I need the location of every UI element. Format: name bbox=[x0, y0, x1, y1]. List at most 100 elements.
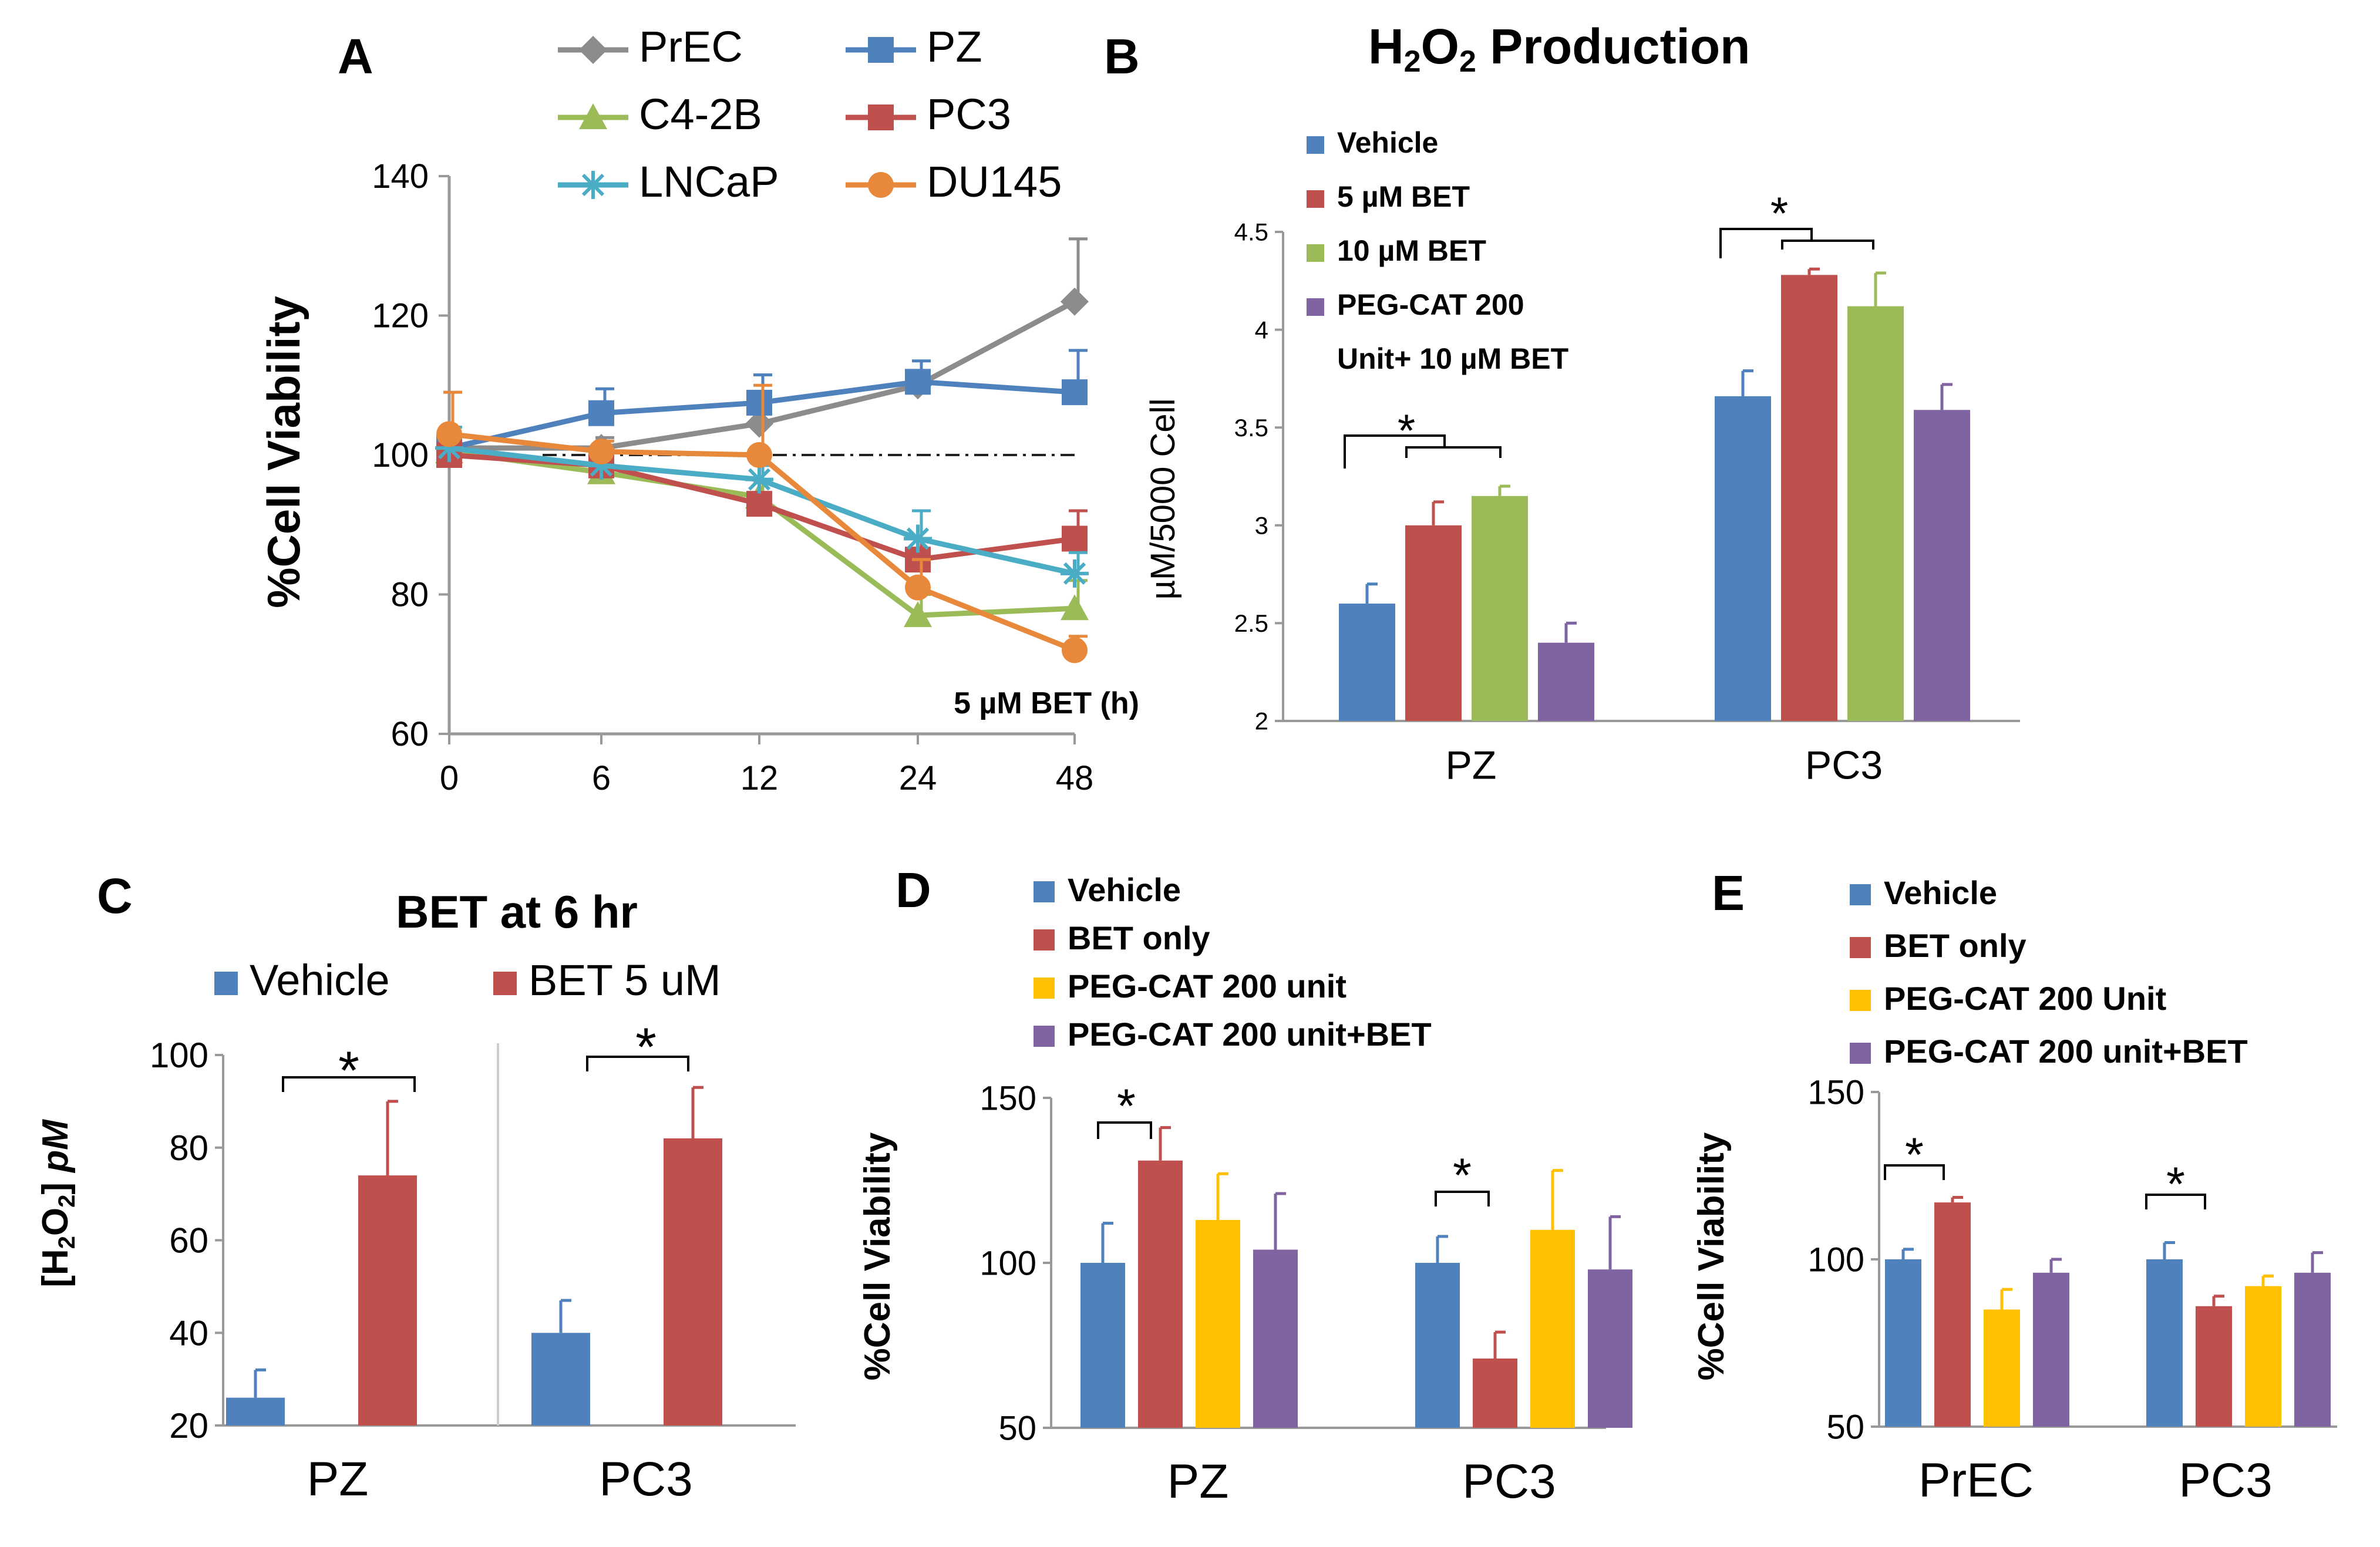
panel-a-series bbox=[435, 237, 1089, 663]
legend: Vehicle BET 5 uM bbox=[214, 956, 721, 1005]
legend-label: LNCaP bbox=[639, 157, 779, 206]
legend-label: Vehicle bbox=[1068, 871, 1181, 908]
category-label: PZ bbox=[1446, 743, 1497, 788]
panel-a-y-tick-label: 120 bbox=[372, 297, 429, 335]
panel-a-y-tick-label: 60 bbox=[391, 715, 429, 753]
significance-star: * bbox=[338, 1041, 359, 1101]
legend-swatch bbox=[214, 972, 238, 995]
panel-c-bar-chart: C BET at 6 hr [H2O2] pM 20 40 60 80 100 PZ PC3… bbox=[35, 868, 796, 1506]
data-point bbox=[1061, 287, 1089, 316]
bar bbox=[358, 1175, 417, 1425]
legend-item-peg-cat-200-unit-bet: PEG-CAT 200 unit+BET bbox=[1850, 1033, 2248, 1070]
panel-a-y-tick-label: 100 bbox=[372, 436, 429, 474]
data-point bbox=[905, 369, 931, 395]
legend-swatch bbox=[1034, 1026, 1055, 1047]
legend-label: 10 µM BET bbox=[1337, 234, 1486, 267]
legend-item-pz: PZ bbox=[846, 22, 982, 71]
bar bbox=[1415, 1263, 1460, 1428]
bar bbox=[531, 1333, 590, 1425]
legend-swatch bbox=[1034, 978, 1055, 999]
legend-label: PZ bbox=[927, 22, 982, 71]
category-label: PrEC bbox=[1918, 1454, 2034, 1507]
category-label: PC3 bbox=[1462, 1455, 1556, 1508]
significance-star: * bbox=[635, 1017, 657, 1077]
panel-a-y-tick-label: 140 bbox=[372, 157, 429, 196]
panel-d-y-axis-label: %Cell Viability bbox=[857, 1132, 898, 1380]
y-tick-label: 100 bbox=[150, 1036, 208, 1075]
legend-label: PEG-CAT 200 unit bbox=[1068, 968, 1346, 1005]
legend-label: Vehicle bbox=[250, 956, 390, 1005]
legend-marker bbox=[868, 105, 894, 130]
legend-label: PEG-CAT 200 bbox=[1337, 288, 1524, 321]
bar bbox=[1473, 1358, 1517, 1428]
panel-e-bar-chart: E %Cell Viability 50 100 150 PrEC PC3 * * Vehic… bbox=[1691, 865, 2337, 1507]
y-tick-label: 50 bbox=[998, 1409, 1036, 1447]
significance-bracket bbox=[1097, 1121, 1152, 1139]
bar bbox=[226, 1397, 285, 1425]
panel-c-title: BET at 6 hr bbox=[396, 886, 638, 938]
y-tick-label: 4.5 bbox=[1234, 218, 1268, 246]
legend-label: PEG-CAT 200 unit+BET bbox=[1884, 1033, 2248, 1070]
bar bbox=[664, 1138, 722, 1425]
legend-marker bbox=[579, 103, 607, 129]
significance-star: * bbox=[1453, 1149, 1472, 1202]
legend-label: BET 5 uM bbox=[528, 956, 721, 1005]
legend-swatch bbox=[493, 972, 517, 995]
bar bbox=[1138, 1160, 1183, 1428]
legend-swatch bbox=[1307, 298, 1324, 316]
legend-swatch bbox=[1850, 990, 1871, 1011]
legend-item-vehicle: Vehicle bbox=[1307, 126, 1438, 159]
series-lncap bbox=[435, 426, 1089, 588]
significance-bracket bbox=[282, 1076, 416, 1092]
legend-swatch bbox=[1307, 136, 1324, 154]
bar bbox=[2146, 1259, 2183, 1427]
panel-d-bar-chart: D %Cell Viability 50 100 150 PZ PC3 * * Vehicle… bbox=[857, 862, 1632, 1508]
legend: Vehicle BET only PEG-CAT 200 Unit PEG-CAT 2… bbox=[1850, 874, 2248, 1070]
y-tick-label: 20 bbox=[169, 1406, 208, 1445]
panel-c-plot: 20 40 60 80 100 PZ PC3 * * Vehicle BET 5 uM bbox=[150, 956, 796, 1506]
legend-item-pc3: PC3 bbox=[846, 90, 1011, 139]
legend-swatch bbox=[1307, 190, 1324, 208]
bar bbox=[1530, 1229, 1575, 1428]
legend-swatch bbox=[1850, 884, 1871, 905]
panel-a-label: A bbox=[338, 29, 373, 84]
bar bbox=[2196, 1306, 2232, 1427]
legend-label: Vehicle bbox=[1337, 126, 1438, 159]
data-point bbox=[588, 439, 614, 465]
panel-a-x-tick-label: 24 bbox=[899, 759, 937, 797]
bar bbox=[1984, 1309, 2020, 1427]
bar bbox=[1196, 1219, 1240, 1428]
panel-b-plot: 2 2.5 3 3.5 4 4.5 PZ PC3 * * Vehicle 5 µM BET 10 µM … bbox=[1234, 126, 2020, 788]
panel-d-label: D bbox=[896, 862, 931, 918]
legend-item-prec: PrEC bbox=[558, 22, 743, 71]
panel-c-y-axis-label: [H2O2] pM bbox=[35, 1119, 80, 1288]
significance-bracket bbox=[1344, 434, 1502, 469]
legend-label: DU145 bbox=[927, 157, 1062, 206]
data-point bbox=[1062, 637, 1088, 663]
data-point bbox=[745, 465, 773, 494]
panel-a-x-tick-label: 0 bbox=[440, 759, 459, 797]
significance-bracket bbox=[1884, 1164, 1945, 1180]
legend-label: BET only bbox=[1068, 919, 1210, 956]
legend-label: C4-2B bbox=[639, 90, 762, 139]
y-tick-label: 150 bbox=[979, 1079, 1036, 1117]
bar bbox=[1339, 604, 1395, 721]
bar bbox=[1472, 496, 1528, 721]
y-tick-label: 100 bbox=[1807, 1241, 1864, 1279]
legend-item-vehicle: Vehicle bbox=[214, 956, 390, 1005]
legend-marker bbox=[579, 171, 607, 199]
legend-marker bbox=[868, 37, 894, 63]
data-point bbox=[1061, 559, 1089, 588]
legend-label: Unit+ 10 µM BET bbox=[1337, 342, 1568, 375]
bar bbox=[2294, 1272, 2331, 1427]
data-point bbox=[1062, 379, 1088, 406]
bar bbox=[1934, 1202, 1971, 1427]
panel-e-label: E bbox=[1712, 865, 1745, 921]
legend-item-bet-only: BET only bbox=[1850, 927, 2026, 964]
panel-a-x-axis-label: 5 µM BET (h) bbox=[954, 686, 1139, 720]
y-tick-label: 2.5 bbox=[1234, 609, 1268, 637]
data-point bbox=[745, 409, 773, 438]
legend-label: PEG-CAT 200 Unit bbox=[1884, 980, 2166, 1017]
panel-a-y-tick-label: 80 bbox=[391, 576, 429, 614]
